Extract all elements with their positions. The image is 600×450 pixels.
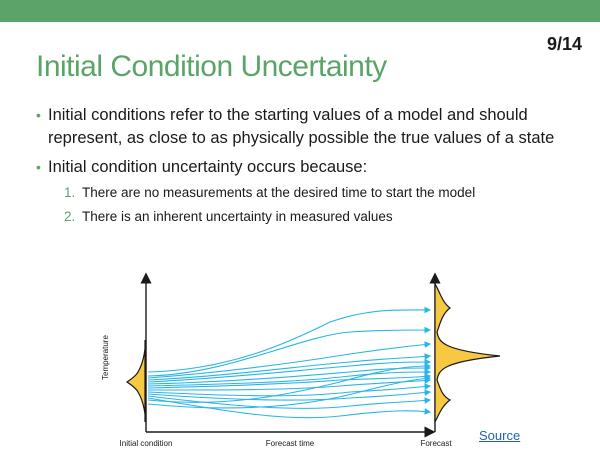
trajectory [147,368,432,387]
trajectory [147,383,432,397]
bullet-list: Initial conditions refer to the starting… [36,104,556,233]
trajectory [147,358,432,383]
sub-item-text: There is an inherent uncertainty in meas… [82,209,393,224]
x-label-initial: Initial condition [120,439,173,448]
bullet-text: Initial condition uncertainty occurs bec… [48,158,368,176]
trajectory [147,341,432,379]
top-bar [0,0,600,22]
ensemble-forecast-diagram: Temperature Initial condition Forecast t… [101,272,501,448]
trajectories [147,306,432,419]
page-number: 9/14 [546,34,582,54]
trajectory [147,375,432,409]
initial-distribution [125,339,146,423]
forecast-distribution [434,281,501,423]
x-label-forecast-time: Forecast time [266,439,315,448]
x-label-forecast: Forecast [420,439,452,448]
trajectory [147,373,432,389]
trajectory [147,364,432,385]
y-axis-label: Temperature [101,335,110,380]
sub-list: 1. There are no measurements at the desi… [48,183,556,227]
bullet-uncertainty-causes: Initial condition uncertainty occurs bec… [36,156,556,227]
trajectory [147,326,432,377]
sub-item: 2. There is an inherent uncertainty in m… [48,207,556,227]
sub-item-number: 2. [64,209,76,224]
sub-item-text: There are no measurements at the desired… [82,185,476,200]
bullet-initial-conditions: Initial conditions refer to the starting… [36,104,556,150]
bullet-text: Initial conditions refer to the starting… [48,106,555,147]
trajectory [147,362,432,403]
source-link[interactable]: Source [479,428,521,443]
trajectory [147,306,432,373]
slide-title: Initial Condition Uncertainty [36,50,387,83]
sub-item-number: 1. [64,185,76,200]
trajectory [147,353,432,381]
sub-item: 1. There are no measurements at the desi… [48,183,556,203]
